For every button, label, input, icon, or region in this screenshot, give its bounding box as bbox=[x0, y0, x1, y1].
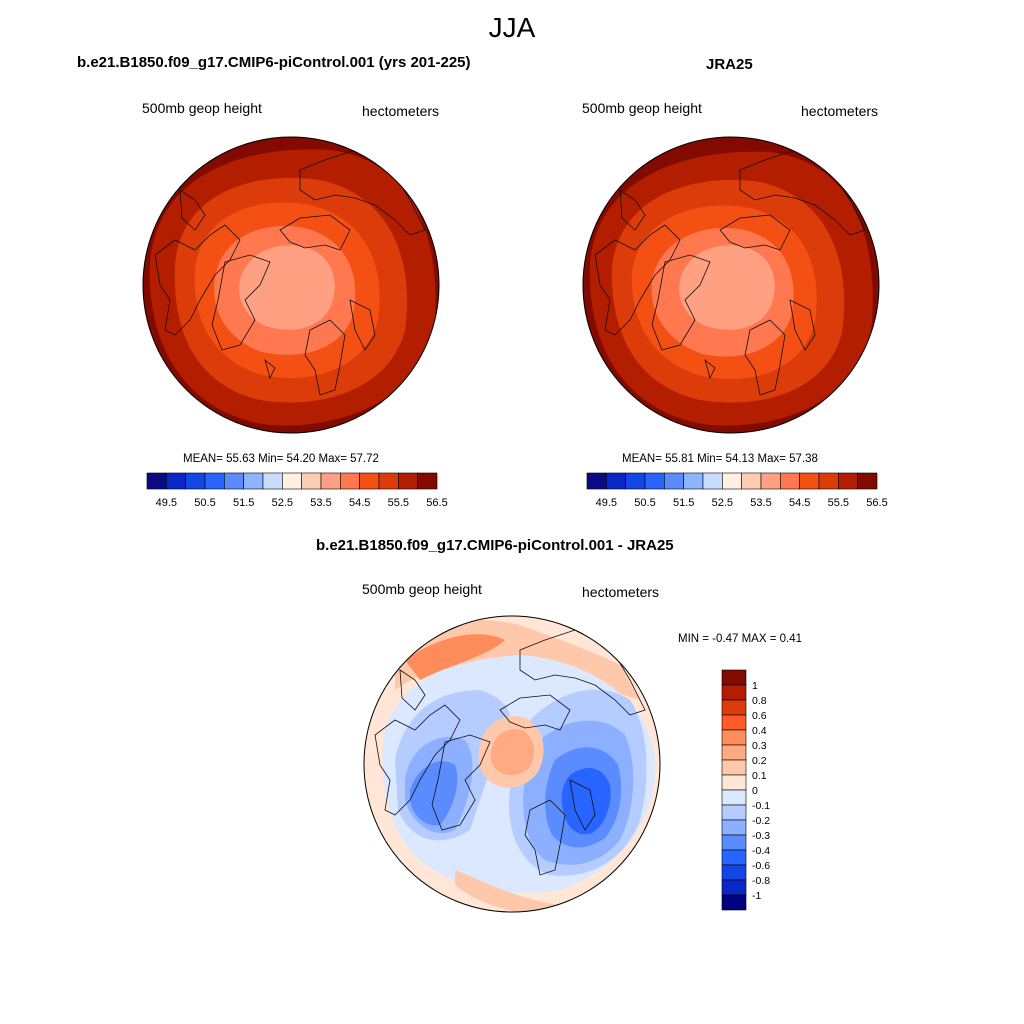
model-colorbar-swatch bbox=[282, 472, 302, 490]
difference-colorbar-swatch bbox=[721, 774, 747, 791]
model-colorbar-tick-label: 54.5 bbox=[349, 497, 370, 509]
model-map bbox=[143, 137, 439, 433]
model-colorbar-tick-label: 56.5 bbox=[426, 497, 447, 509]
difference-colorbar-swatch bbox=[721, 714, 747, 731]
jra25-colorbar-swatch bbox=[625, 472, 646, 490]
model-colorbar-swatch bbox=[417, 472, 438, 490]
jra25-colorbar-tick-label: 54.5 bbox=[789, 497, 810, 509]
difference-colorbar-tick-label: 1 bbox=[752, 680, 758, 692]
difference-colorbar-tick-label: -0.4 bbox=[752, 845, 770, 857]
difference-colorbar-swatch bbox=[721, 759, 747, 776]
model-colorbar-swatch bbox=[340, 472, 360, 490]
difference-colorbar-swatch bbox=[721, 894, 747, 911]
model-colorbar-swatch bbox=[204, 472, 225, 490]
jra25-colorbar-tick-label: 56.5 bbox=[866, 497, 887, 509]
difference-colorbar-tick-label: -0.3 bbox=[752, 830, 770, 842]
model-colorbar-tick-label: 49.5 bbox=[156, 497, 177, 509]
difference-colorbar-swatch bbox=[721, 684, 747, 701]
panel2-left-label: 500mb geop height bbox=[582, 100, 702, 116]
difference-colorbar-swatch bbox=[721, 879, 747, 896]
jra25-colorbar-tick-label: 49.5 bbox=[596, 497, 617, 509]
panel1-left-label: 500mb geop height bbox=[142, 100, 262, 116]
model-colorbar-swatch bbox=[146, 472, 167, 490]
model-colorbar: 49.5 50.5 51.5 52.5 53.5 54.5 55.5 56.5 bbox=[146, 472, 448, 509]
difference-colorbar-tick-label: 0.2 bbox=[752, 755, 767, 767]
model-colorbar-swatch bbox=[185, 472, 206, 490]
jra25-colorbar-swatch bbox=[664, 472, 684, 490]
model-colorbar-tick-label: 55.5 bbox=[388, 497, 409, 509]
model-colorbar-swatch bbox=[243, 472, 264, 490]
difference-colorbar-tick-label: -0.2 bbox=[752, 815, 770, 827]
difference-colorbar-tick-label: 0.6 bbox=[752, 710, 767, 722]
jra25-colorbar-tick-label: 51.5 bbox=[673, 497, 694, 509]
jra25-colorbar-swatch bbox=[722, 472, 742, 490]
model-colorbar-swatch bbox=[398, 472, 418, 490]
jra25-colorbar: 49.5 50.5 51.5 52.5 53.5 54.5 55.5 56.5 bbox=[586, 472, 888, 509]
panel1-right-label: hectometers bbox=[362, 103, 440, 119]
difference-colorbar-swatch bbox=[721, 669, 747, 686]
difference-colorbar-swatch bbox=[721, 729, 747, 746]
model-colorbar-swatch bbox=[378, 472, 399, 490]
jra25-map bbox=[583, 137, 879, 433]
jra25-colorbar-tick-label: 53.5 bbox=[750, 497, 771, 509]
jra25-colorbar-swatch bbox=[760, 472, 781, 490]
difference-colorbar: 1 0.8 0.6 0.4 0.3 0.2 0.1 0 -0.1 -0.2 -0.3 -0.4 -0.6… bbox=[721, 669, 770, 911]
model-colorbar-swatch bbox=[262, 472, 283, 490]
panel1-title: b.e21.B1850.f09_g17.CMIP6-piControl.001 … bbox=[77, 54, 471, 71]
difference-colorbar-tick-label: 0.3 bbox=[752, 740, 767, 752]
difference-colorbar-tick-label: -0.6 bbox=[752, 860, 770, 872]
difference-colorbar-tick-label: 0.4 bbox=[752, 725, 767, 737]
jra25-colorbar-swatch bbox=[780, 472, 800, 490]
model-colorbar-tick-label: 50.5 bbox=[194, 497, 215, 509]
jra25-colorbar-swatch bbox=[857, 472, 878, 490]
jra25-colorbar-swatch bbox=[702, 472, 723, 490]
difference-colorbar-swatch bbox=[721, 864, 747, 881]
jra25-colorbar-swatch bbox=[838, 472, 858, 490]
jra25-colorbar-swatch bbox=[586, 472, 607, 490]
difference-map bbox=[364, 616, 660, 912]
difference-colorbar-swatch bbox=[721, 819, 747, 836]
model-colorbar-swatch bbox=[224, 472, 244, 490]
difference-colorbar-swatch bbox=[721, 834, 747, 851]
jra25-colorbar-tick-label: 52.5 bbox=[712, 497, 733, 509]
difference-colorbar-swatch bbox=[721, 804, 747, 821]
jra25-colorbar-swatch bbox=[818, 472, 839, 490]
panel3-left-label: 500mb geop height bbox=[362, 581, 482, 597]
panel3-stats: MIN = -0.47 MAX = 0.41 bbox=[678, 633, 803, 645]
difference-colorbar-tick-label: -1 bbox=[752, 890, 761, 902]
panel2-stats: MEAN= 55.81 Min= 54.13 Max= 57.38 bbox=[622, 453, 818, 465]
difference-colorbar-tick-label: 0.1 bbox=[752, 770, 767, 782]
jra25-colorbar-swatch bbox=[683, 472, 704, 490]
jra25-colorbar-swatch bbox=[606, 472, 626, 490]
model-colorbar-tick-label: 52.5 bbox=[272, 497, 293, 509]
jra25-colorbar-tick-label: 55.5 bbox=[828, 497, 849, 509]
panel2-right-label: hectometers bbox=[801, 103, 879, 119]
panel2-title: JRA25 bbox=[706, 56, 753, 73]
jra25-colorbar-tick-label: 50.5 bbox=[634, 497, 655, 509]
difference-colorbar-swatch bbox=[721, 744, 747, 761]
model-colorbar-tick-label: 53.5 bbox=[310, 497, 331, 509]
difference-colorbar-swatch bbox=[721, 789, 747, 806]
difference-colorbar-tick-label: -0.1 bbox=[752, 800, 770, 812]
jra25-colorbar-swatch bbox=[644, 472, 665, 490]
panel3-right-label: hectometers bbox=[582, 584, 660, 600]
model-colorbar-swatch bbox=[320, 472, 341, 490]
difference-colorbar-swatch bbox=[721, 849, 747, 866]
panel1-stats: MEAN= 55.63 Min= 54.20 Max= 57.72 bbox=[183, 453, 379, 465]
jra25-colorbar-swatch bbox=[741, 472, 762, 490]
model-colorbar-swatch bbox=[359, 472, 380, 490]
model-colorbar-tick-label: 51.5 bbox=[233, 497, 254, 509]
difference-colorbar-swatch bbox=[721, 699, 747, 716]
panel3-title: b.e21.B1850.f09_g17.CMIP6-piControl.001 … bbox=[316, 537, 674, 554]
main-title: JJA bbox=[488, 12, 536, 43]
jra25-colorbar-swatch bbox=[799, 472, 820, 490]
difference-colorbar-tick-label: -0.8 bbox=[752, 875, 770, 887]
difference-colorbar-tick-label: 0.8 bbox=[752, 695, 767, 707]
difference-colorbar-tick-label: 0 bbox=[752, 785, 758, 797]
model-colorbar-swatch bbox=[166, 472, 186, 490]
model-colorbar-swatch bbox=[301, 472, 322, 490]
